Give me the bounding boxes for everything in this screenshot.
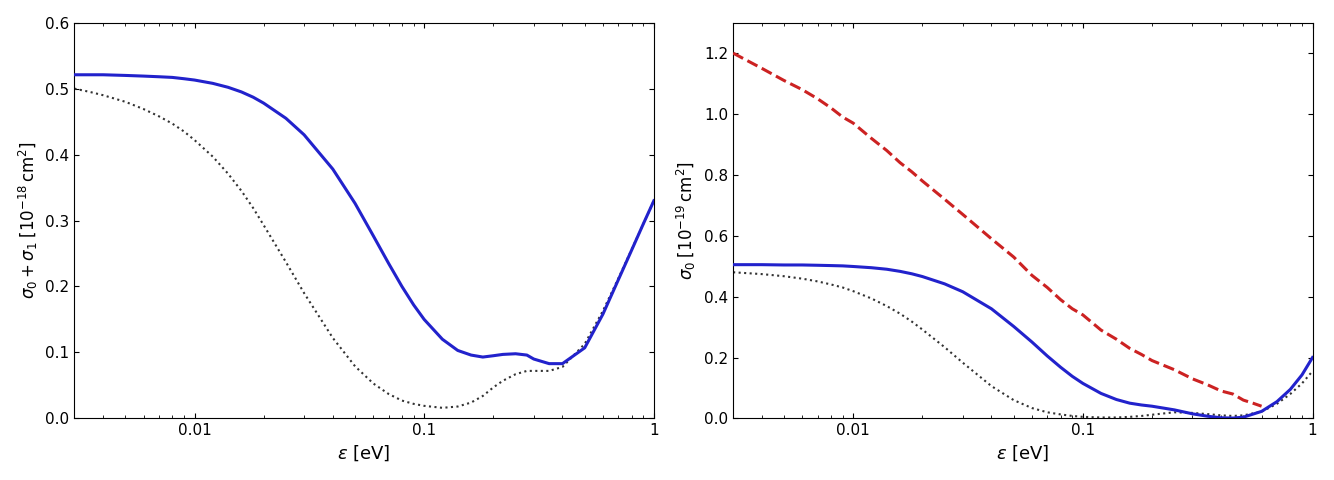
Y-axis label: $\sigma_0\;[10^{-19}\,\mathrm{cm}^2]$: $\sigma_0\;[10^{-19}\,\mathrm{cm}^2]$ <box>675 161 699 280</box>
Y-axis label: $\sigma_0+\sigma_1\;[10^{-18}\,\mathrm{cm}^2]$: $\sigma_0+\sigma_1\;[10^{-18}\,\mathrm{c… <box>16 142 40 300</box>
X-axis label: $\varepsilon$ [eV]: $\varepsilon$ [eV] <box>996 444 1050 463</box>
X-axis label: $\varepsilon$ [eV]: $\varepsilon$ [eV] <box>338 444 391 463</box>
